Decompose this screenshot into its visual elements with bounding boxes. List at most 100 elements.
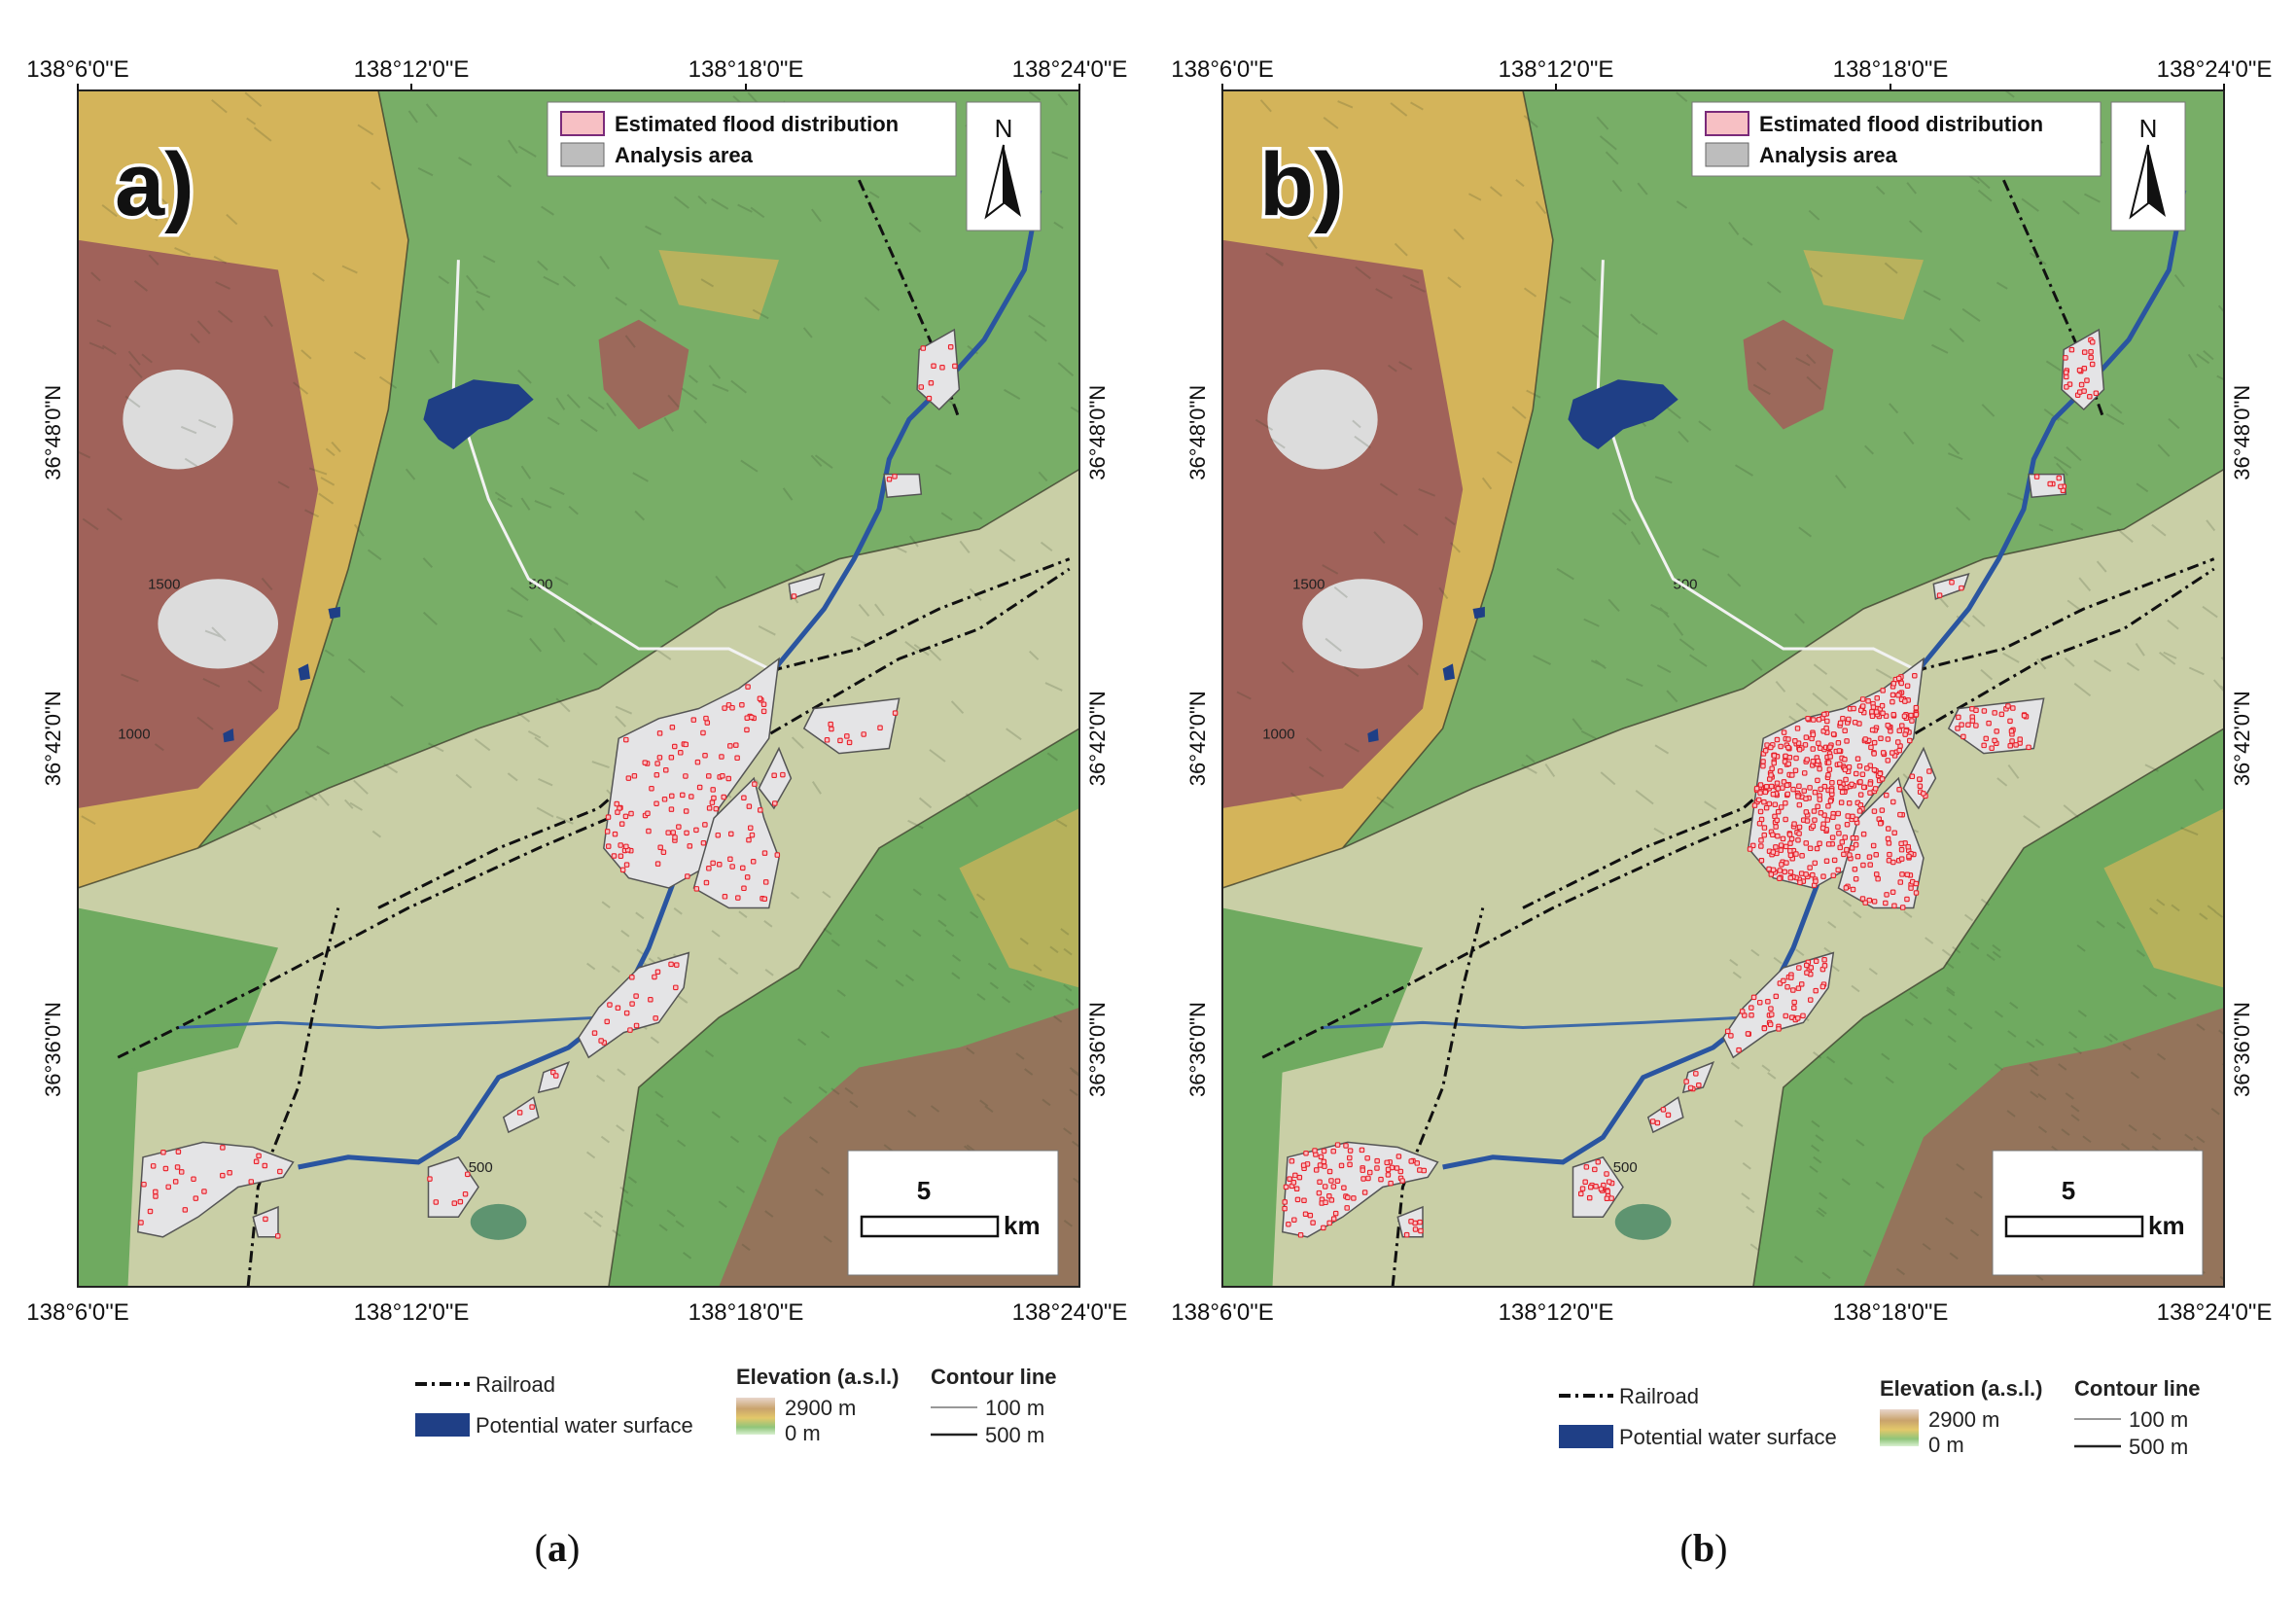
flood-patch (256, 1153, 262, 1159)
north-arrow-right (2148, 145, 2166, 217)
flood-patch (1883, 900, 1889, 906)
flood-patch (702, 822, 708, 828)
contour-title: Contour line (2074, 1376, 2201, 1401)
flood-patch (1857, 792, 1864, 798)
flood-patch (1880, 750, 1887, 756)
flood-patch (1873, 871, 1880, 877)
flood-patch (684, 830, 689, 836)
elevation-low: 0 m (785, 1421, 821, 1445)
flood-patch (611, 853, 618, 859)
flood-patch (1302, 1211, 1309, 1218)
flood-patch (1844, 821, 1851, 828)
flood-patch (614, 800, 619, 807)
flood-patch (1606, 1179, 1612, 1185)
lon-label-bottom: 138°6'0"E (1171, 1299, 1273, 1326)
contour-label: 500 (469, 1159, 493, 1176)
e-slopes (2103, 808, 2224, 988)
flood-patch (1751, 802, 1758, 808)
contour-lines (78, 90, 1079, 1287)
flood-patch (1817, 765, 1822, 772)
water-body (1472, 606, 1485, 620)
flood-patch (1853, 841, 1859, 848)
flood-patch (741, 885, 747, 892)
flood-patch (683, 773, 689, 779)
flood-patch (165, 1184, 171, 1190)
flood-patch (709, 799, 716, 805)
flood-patch (1865, 697, 1871, 704)
flood-patch (1804, 757, 1810, 763)
flood-patch (1768, 772, 1774, 778)
flood-patch (175, 1149, 182, 1154)
flood-patch (1818, 786, 1824, 793)
lat-label-right: 36°36'0"N (1085, 1002, 1110, 1097)
flood-patch (1399, 1178, 1405, 1184)
flood-patch (427, 1176, 433, 1182)
flood-patch (1898, 680, 1904, 687)
flood-patch (1839, 838, 1846, 845)
tributary (177, 1015, 599, 1030)
flood-patch (1338, 1162, 1345, 1169)
flood-patch (1936, 592, 1943, 598)
flood-patch (1301, 1197, 1307, 1204)
flood-patch (1849, 781, 1854, 788)
flood-patch (1789, 772, 1795, 778)
bottom-legend: Railroad Potential water surface Elevation… (1559, 1376, 2201, 1459)
flood-patch (1891, 903, 1897, 908)
flood-patch (628, 810, 634, 817)
flood-patch (1824, 817, 1831, 823)
flood-patch (1286, 1221, 1291, 1227)
flood-patch (1879, 702, 1886, 709)
flood-patch (1812, 789, 1819, 796)
flood-patch (676, 824, 682, 830)
flood-patch (2064, 384, 2069, 390)
flood-patch (750, 859, 757, 865)
flood-patch (465, 1171, 471, 1178)
flood-patch (1815, 803, 1820, 810)
flood-patch (678, 750, 684, 756)
flood-patch (1871, 751, 1877, 757)
caption-a: (a) (534, 1526, 581, 1570)
flood-patch (1804, 970, 1810, 976)
flood-patch (1758, 843, 1764, 849)
flood-patch (1771, 753, 1778, 759)
lat-label-right: 36°42'0"N (1085, 691, 1110, 786)
flood-patch (2026, 744, 2031, 751)
flood-patch (1785, 736, 1791, 742)
flood-patch (451, 1200, 458, 1206)
flood-patch (1816, 740, 1821, 746)
flood-patch (1322, 1184, 1328, 1190)
flood-patch (1323, 1199, 1328, 1206)
flood-patch (1895, 739, 1901, 745)
flood-patch (926, 395, 933, 402)
lon-label-bottom: 138°18'0"E (1833, 1299, 1949, 1326)
flood-patch (1796, 831, 1802, 836)
flood-patch (700, 729, 706, 736)
flood-patch (1334, 1178, 1341, 1184)
flood-patch (1761, 832, 1767, 838)
map-frame (77, 89, 1080, 1288)
flood-patch (1850, 813, 1855, 820)
flood-patch (1683, 1079, 1689, 1084)
flood-patch (1872, 786, 1879, 792)
flood-patch (1326, 1168, 1333, 1175)
flood-patch (1956, 714, 1961, 721)
flood-patch (1856, 763, 1863, 769)
flood-patch (1769, 765, 1775, 771)
flood-patch (1843, 885, 1850, 891)
flood-patch (1321, 1225, 1326, 1231)
flood-patch (1856, 808, 1863, 814)
contour-label: 1500 (1292, 577, 1325, 593)
flood-patch (1770, 867, 1777, 873)
flood-patch (1849, 845, 1855, 851)
flood-patch (2010, 705, 2016, 711)
flood-patch (1334, 1142, 1341, 1148)
flood-patch (1844, 846, 1850, 853)
flood-patch (1282, 1205, 1288, 1212)
flood-patch (861, 731, 866, 737)
flood-patch (1815, 777, 1820, 784)
flood-patch (1850, 835, 1856, 841)
flood-patch (740, 865, 746, 871)
flood-patch (1890, 859, 1896, 866)
flood-patch (1321, 1148, 1327, 1154)
lat-label-left: 36°36'0"N (41, 1002, 65, 1097)
